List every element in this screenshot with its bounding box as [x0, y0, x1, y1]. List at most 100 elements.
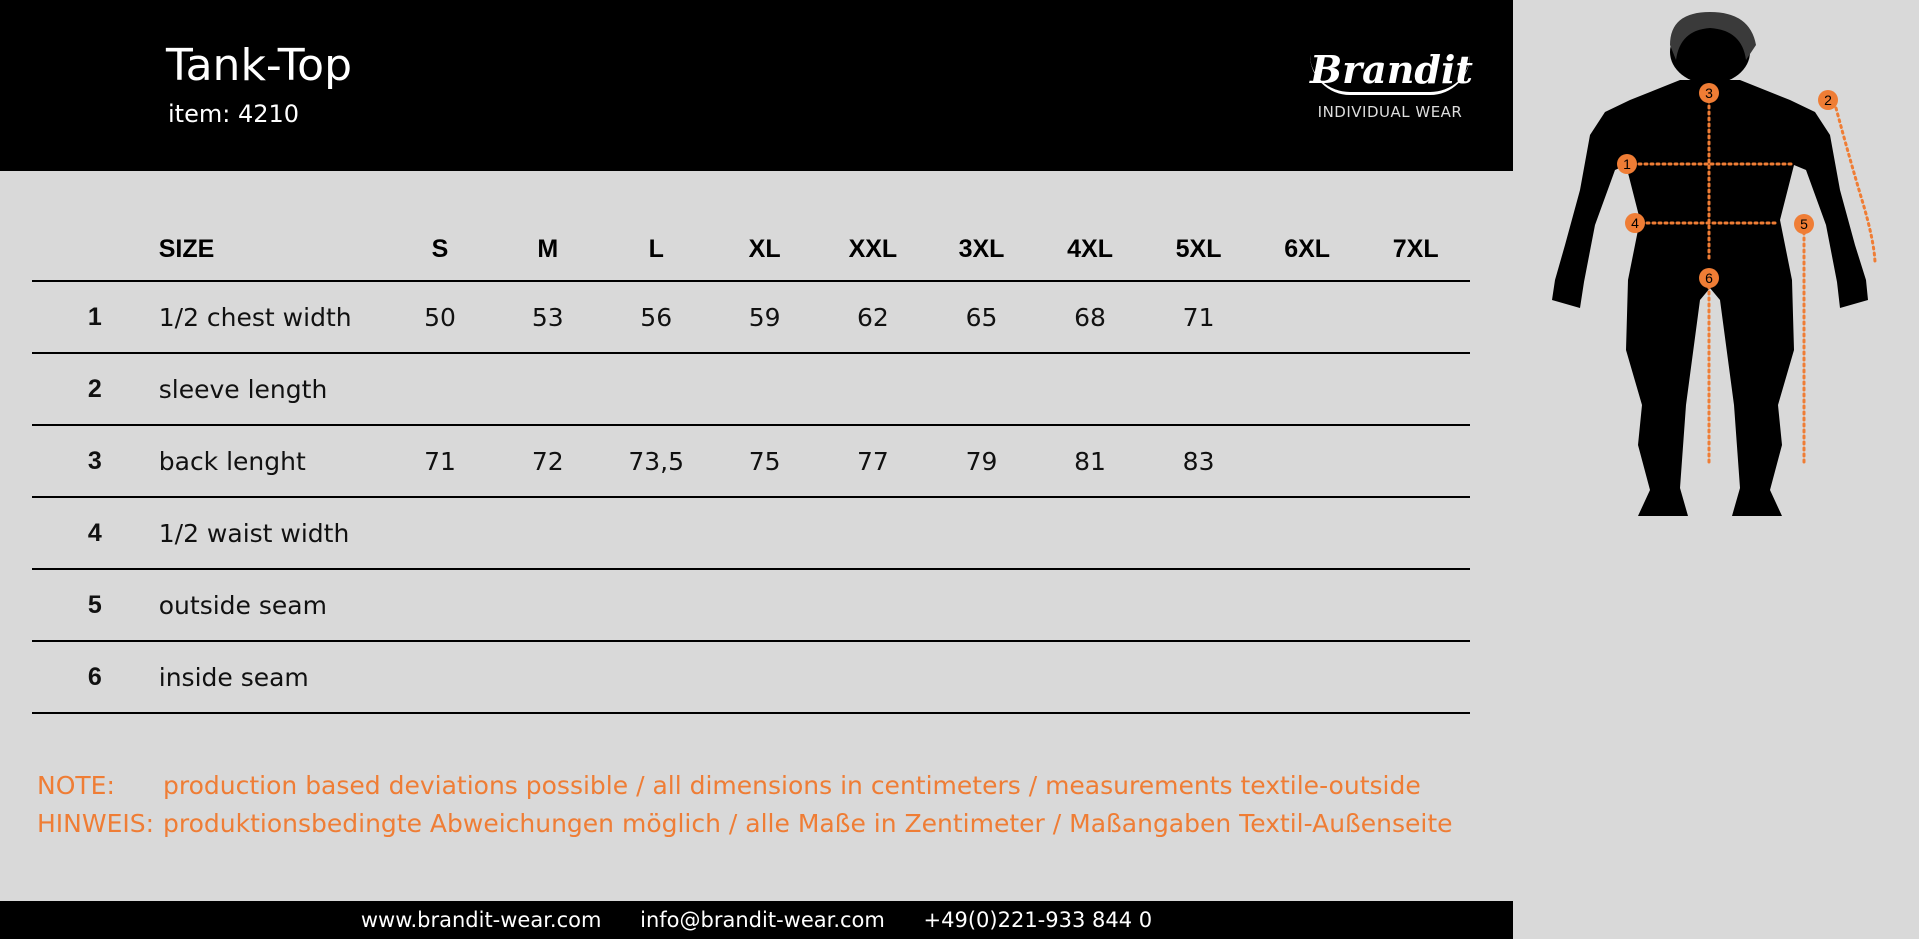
email-link[interactable]: info@brandit-wear.com	[640, 908, 885, 932]
note-en: NOTE: production based deviations possibl…	[37, 767, 1453, 805]
size-column-S: S	[386, 218, 494, 282]
table-cell	[1035, 497, 1145, 570]
table-row: 4 1/2 waist width	[32, 497, 1470, 570]
table-cell: 81	[1035, 425, 1145, 498]
table-cell	[1035, 641, 1145, 714]
measurement-markers: 1 2 3 4 5 6	[1617, 83, 1838, 288]
size-column-3XL: 3XL	[927, 218, 1036, 282]
table-cell	[386, 353, 494, 426]
table-row: 1 1/2 chest width 50 53 56 59 62 65 68 71	[32, 281, 1470, 354]
table-cell	[601, 641, 711, 714]
table-row: 5 outside seam	[32, 569, 1470, 642]
table-cell	[710, 641, 819, 714]
table-cell	[1252, 569, 1362, 642]
table-cell: 50	[386, 281, 494, 354]
row-number: 5	[32, 569, 158, 642]
table-cell	[386, 497, 494, 570]
table-cell	[818, 569, 928, 642]
table-cell	[1144, 641, 1253, 714]
table-cell	[493, 641, 602, 714]
marker-6: 6	[1699, 268, 1719, 288]
marker-1: 1	[1617, 154, 1637, 174]
marker-4: 4	[1625, 213, 1645, 233]
measurement-label: back lenght	[157, 425, 387, 498]
table-cell	[1361, 641, 1470, 714]
measurement-lines	[1625, 98, 1877, 467]
size-column-L: L	[601, 218, 711, 282]
svg-text:2: 2	[1824, 92, 1832, 108]
table-cell	[601, 497, 711, 570]
table-cell	[1035, 569, 1145, 642]
measurement-label: 1/2 waist width	[157, 497, 387, 570]
table-cell	[1252, 425, 1362, 498]
table-cell	[818, 353, 928, 426]
table-row: 6 inside seam	[32, 641, 1470, 714]
measurement-label: outside seam	[157, 569, 387, 642]
note-text: production based deviations possible / a…	[163, 771, 1421, 800]
logo-script: Brandit	[1310, 48, 1473, 95]
table-cell	[1144, 353, 1253, 426]
marker-3: 3	[1699, 83, 1719, 103]
table-cell	[493, 353, 602, 426]
table-cell: 73,5	[601, 425, 711, 498]
size-label: SIZE	[157, 218, 387, 282]
table-cell	[1361, 281, 1470, 354]
table-cell	[818, 497, 928, 570]
table-cell: 59	[710, 281, 819, 354]
note-de: HINWEIS: produktionsbedingte Abweichungen…	[37, 805, 1453, 843]
table-cell: 75	[710, 425, 819, 498]
size-column-M: M	[493, 218, 602, 282]
table-cell	[386, 641, 494, 714]
table-cell	[601, 353, 711, 426]
table-cell	[601, 569, 711, 642]
row-number: 3	[32, 425, 158, 498]
table-cell	[1252, 353, 1362, 426]
table-cell: 62	[818, 281, 928, 354]
note-key: NOTE:	[37, 771, 115, 800]
table-cell	[1252, 641, 1362, 714]
phone-number: +49(0)221-933 844 0	[923, 908, 1153, 932]
website-link[interactable]: www.brandit-wear.com	[360, 908, 602, 932]
page-title: Tank-Top	[166, 40, 353, 91]
table-cell	[1144, 569, 1253, 642]
measurement-label: sleeve length	[157, 353, 387, 426]
row-number: 6	[32, 641, 158, 714]
table-cell	[1144, 497, 1253, 570]
table-cell	[386, 569, 494, 642]
svg-text:1: 1	[1623, 156, 1631, 172]
header-bar: Tank-Top item: 4210 Brandit INDIVIDUAL W…	[0, 0, 1513, 171]
size-column-XL: XL	[710, 218, 819, 282]
line-2	[1834, 106, 1877, 264]
size-header-row: SIZE S M L XL XXL 3XL 4XL 5XL 6XL 7XL	[32, 218, 1470, 282]
table-cell	[927, 353, 1036, 426]
notes: NOTE: production based deviations possibl…	[37, 767, 1453, 843]
size-column-4XL: 4XL	[1035, 218, 1145, 282]
svg-text:5: 5	[1800, 216, 1808, 232]
table-cell	[710, 353, 819, 426]
logo-subtitle: INDIVIDUAL WEAR	[1317, 103, 1463, 121]
size-column-5XL: 5XL	[1144, 218, 1253, 282]
table-row: 3 back lenght 71 72 73,5 75 77 79 81 83	[32, 425, 1470, 498]
marker-5: 5	[1794, 214, 1814, 234]
row-number: 4	[32, 497, 158, 570]
size-column-7XL: 7XL	[1361, 218, 1470, 282]
body-measurement-figure: 1 2 3 4 5 6	[1552, 12, 1877, 516]
table-cell	[1361, 353, 1470, 426]
table-cell	[927, 497, 1036, 570]
row-number: 1	[32, 281, 158, 354]
table-cell: 71	[1144, 281, 1253, 354]
table-cell	[927, 641, 1036, 714]
size-column-6XL: 6XL	[1252, 218, 1362, 282]
brand-logo: Brandit INDIVIDUAL WEAR	[1310, 48, 1473, 121]
table-cell	[927, 569, 1036, 642]
size-column-XXL: XXL	[818, 218, 928, 282]
table-cell: 71	[386, 425, 494, 498]
table-cell	[1361, 569, 1470, 642]
table-cell	[1252, 281, 1362, 354]
measurement-label: 1/2 chest width	[157, 281, 387, 354]
row-number-header	[32, 218, 158, 282]
table-cell: 65	[927, 281, 1036, 354]
table-cell	[1252, 497, 1362, 570]
table-cell	[710, 497, 819, 570]
head	[1670, 20, 1750, 84]
